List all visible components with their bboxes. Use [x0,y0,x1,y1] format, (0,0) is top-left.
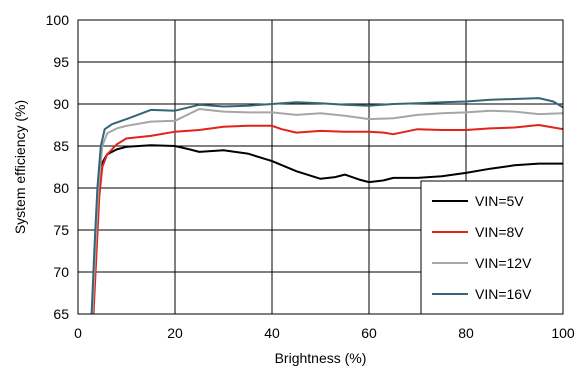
x-axis-title: Brightness (%) [275,350,367,366]
y-tick-label: 70 [53,264,69,280]
x-tick-label: 0 [74,325,82,341]
y-tick-labels: 65 70 75 80 85 90 95 100 [46,12,70,322]
y-tick-label: 80 [53,180,69,196]
x-tick-label: 20 [167,325,183,341]
plot-frame [77,19,564,315]
series-line-vin-8v [92,124,563,314]
y-tick-label: 95 [53,54,69,70]
y-tick-label: 65 [53,306,69,322]
y-tick-label: 85 [53,138,69,154]
series-line-vin-12v [91,108,563,314]
series-line-vin-16v [90,97,563,314]
y-tick-label: 90 [53,96,69,112]
legend-box [420,180,564,315]
legend-label: VIN=16V [475,286,532,302]
x-tick-label: 40 [264,325,280,341]
x-tick-labels: 0 20 40 60 80 100 [74,325,575,341]
x-tick-label: 80 [458,325,474,341]
y-axis-title: System efficiency (%) [12,100,28,234]
x-tick-label: 60 [361,325,377,341]
y-tick-label: 100 [46,12,70,28]
x-tick-label: 100 [551,325,575,341]
y-tick-label: 75 [53,222,69,238]
series-line-vin-5v [91,144,563,314]
legend: VIN=5V VIN=8V VIN=12V VIN=16V [420,180,564,315]
legend-label: VIN=8V [475,224,524,240]
legend-label: VIN=12V [475,255,532,271]
legend-label: VIN=5V [475,193,524,209]
series-group [90,97,563,314]
